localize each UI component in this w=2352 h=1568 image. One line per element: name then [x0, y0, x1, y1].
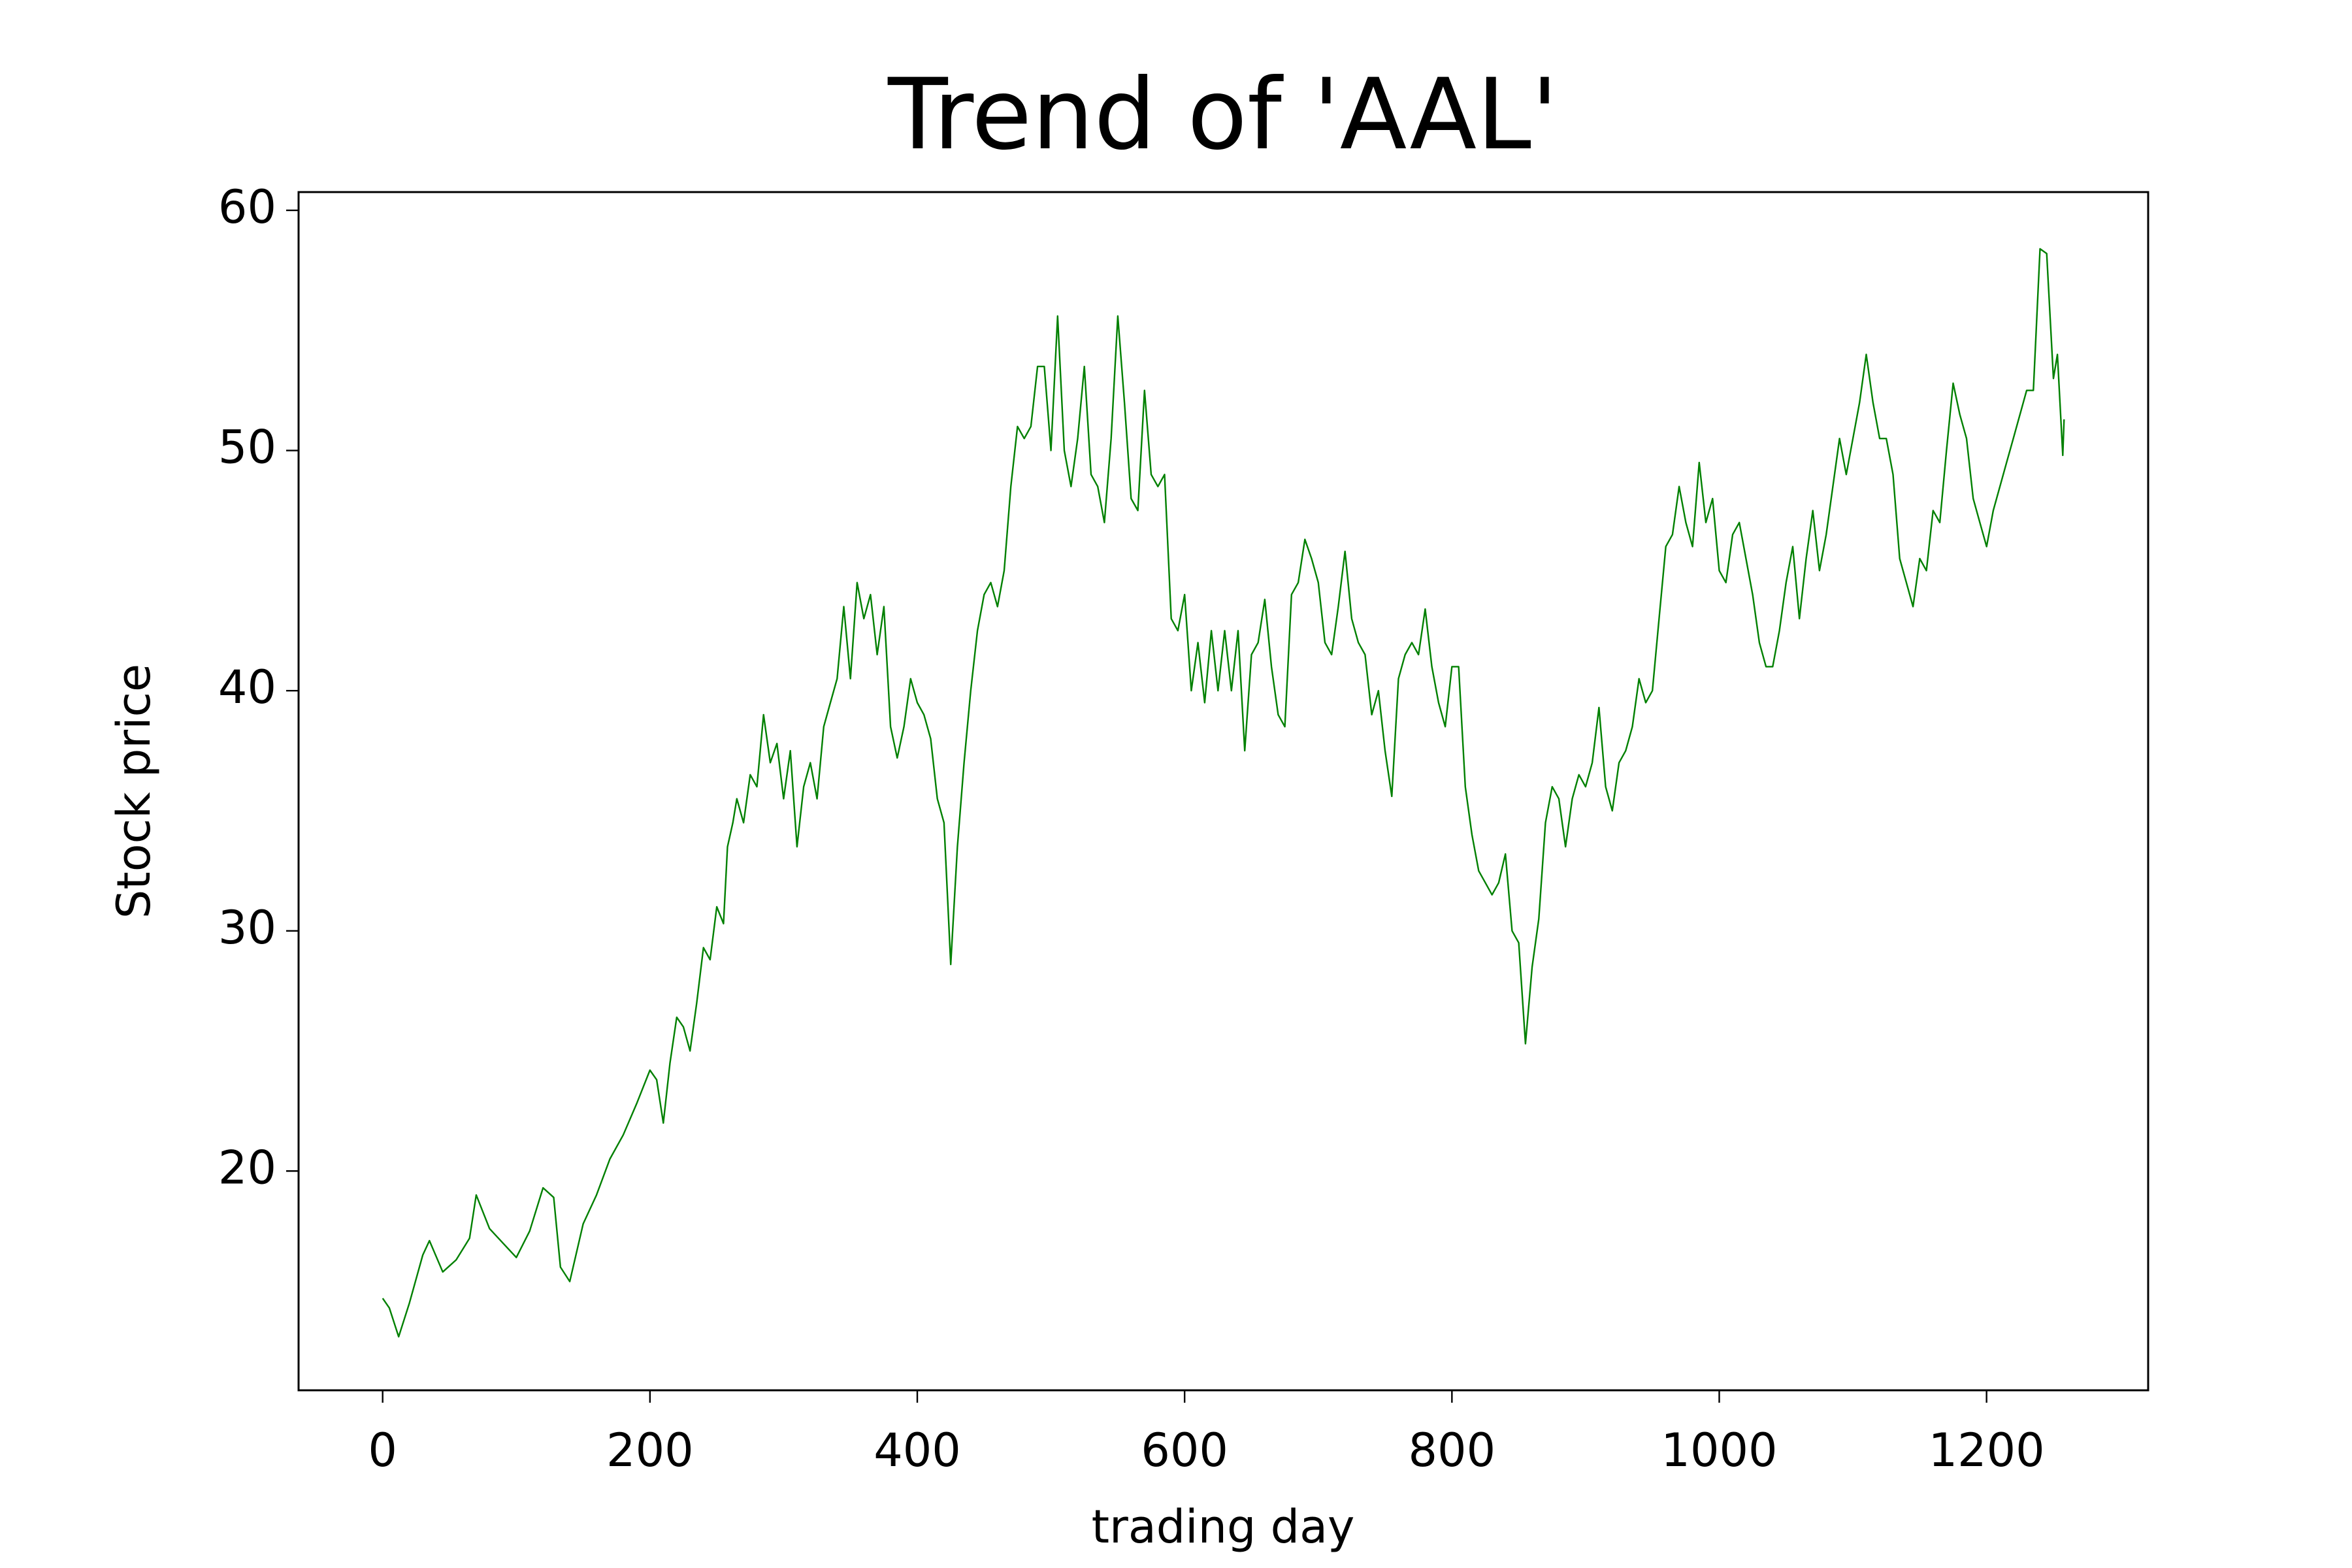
line	[382, 248, 2065, 1338]
y-tick-label: 20	[218, 1141, 276, 1194]
y-tick-label: 30	[218, 901, 276, 955]
y-axis-label: Stock price	[107, 664, 161, 919]
x-tick-label: 800	[1409, 1424, 1496, 1477]
x-tick-label: 400	[874, 1424, 961, 1477]
x-tick-label: 600	[1141, 1424, 1228, 1477]
axes-frame	[297, 191, 2149, 1392]
y-tick-label: 40	[218, 661, 276, 714]
x-axis-label: trading day	[1092, 1500, 1355, 1554]
x-tick-label: 0	[368, 1424, 397, 1477]
x-tick-label: 1000	[1661, 1424, 1777, 1477]
chart-title: Trend of 'AAL'	[887, 58, 1558, 172]
y-tick-label: 60	[218, 180, 276, 234]
x-tick-label: 1200	[1929, 1424, 2045, 1477]
y-tick-label: 50	[218, 421, 276, 474]
x-tick-label: 200	[606, 1424, 694, 1477]
